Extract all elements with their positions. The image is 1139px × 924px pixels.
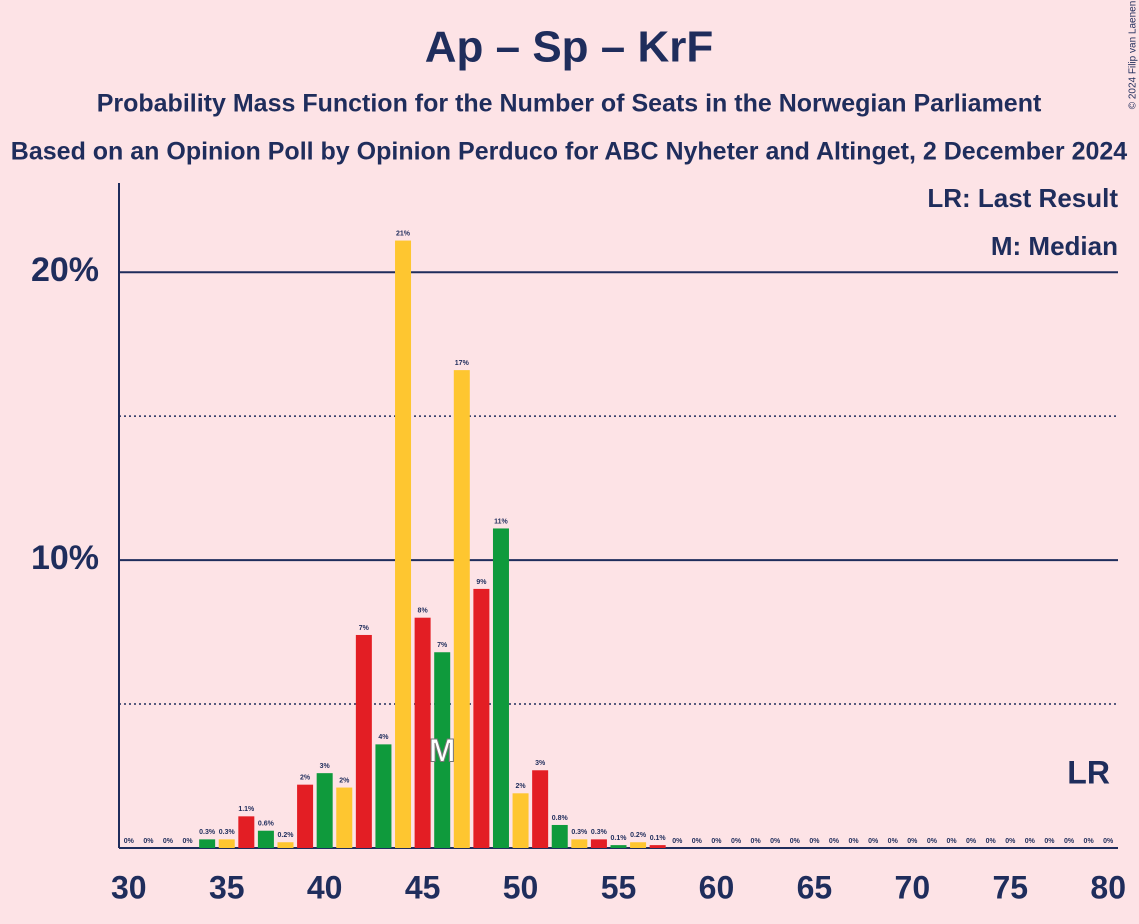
subtitle: Probability Mass Function for the Number… [97, 90, 1042, 118]
bar [199, 839, 216, 848]
value-label: 3% [535, 760, 546, 767]
value-label: 0.3% [199, 829, 216, 836]
value-label: 0.1% [611, 835, 628, 842]
value-label: 0% [790, 838, 801, 845]
value-label: 0% [946, 838, 957, 845]
value-label: 8% [418, 608, 429, 615]
bar [257, 830, 274, 848]
bar [277, 842, 294, 848]
value-label: 0.3% [571, 829, 588, 836]
value-label: 0% [1103, 838, 1114, 845]
value-label: 0% [1084, 838, 1095, 845]
bar [375, 744, 392, 848]
bar [473, 588, 490, 848]
value-label: 0% [848, 838, 859, 845]
value-label: 2% [300, 775, 311, 782]
y-tick-label: 20% [31, 251, 99, 289]
bar [355, 634, 372, 848]
value-label: 0% [868, 838, 879, 845]
value-label: 0% [711, 838, 722, 845]
bar [610, 845, 627, 848]
value-label: 0% [907, 838, 918, 845]
value-label: 0% [1044, 838, 1055, 845]
legend-text: LR: Last Result [927, 183, 1118, 213]
x-tick-label: 55 [601, 869, 637, 905]
value-label: 0% [1025, 838, 1036, 845]
bar [532, 770, 549, 848]
value-label: 0.2% [630, 832, 647, 839]
median-marker: M [429, 732, 456, 768]
value-label: 0% [966, 838, 977, 845]
bar [453, 370, 470, 848]
bar [414, 617, 431, 848]
chart-title: Ap – Sp – KrF [425, 23, 714, 72]
value-label: 2% [515, 783, 526, 790]
x-tick-label: 60 [699, 869, 735, 905]
value-label: 0% [731, 838, 742, 845]
bar [218, 839, 235, 848]
value-label: 7% [437, 642, 448, 649]
value-label: 11% [494, 518, 508, 525]
bar [649, 845, 666, 848]
value-label: 0% [1064, 838, 1075, 845]
x-tick-label: 70 [895, 869, 931, 905]
value-label: 0.2% [278, 832, 295, 839]
value-label: 0% [927, 838, 938, 845]
value-label: 0% [672, 838, 683, 845]
bar [571, 839, 588, 848]
bar [630, 842, 647, 848]
value-label: 0.6% [258, 821, 275, 828]
value-label: 17% [455, 360, 470, 367]
value-label: 3% [320, 763, 331, 770]
x-tick-label: 35 [209, 869, 245, 905]
value-label: 0% [770, 838, 781, 845]
value-label: 0% [888, 838, 899, 845]
x-tick-label: 45 [405, 869, 441, 905]
x-tick-label: 50 [503, 869, 539, 905]
bar [512, 793, 529, 848]
value-label: 0% [692, 838, 703, 845]
bar [434, 652, 451, 848]
last-result-marker: LR [1067, 754, 1110, 790]
legend-text: M: Median [991, 231, 1118, 261]
bar [590, 839, 607, 848]
x-tick-label: 40 [307, 869, 343, 905]
bar [297, 784, 314, 848]
value-label: 0% [163, 838, 174, 845]
value-label: 9% [476, 579, 487, 586]
bar [238, 816, 255, 848]
bar [316, 773, 333, 848]
bar [492, 528, 509, 848]
value-label: 0.1% [650, 835, 667, 842]
value-label: 0.8% [552, 815, 569, 822]
value-label: 0% [143, 838, 154, 845]
x-tick-label: 75 [992, 869, 1028, 905]
value-label: 0% [124, 838, 135, 845]
bar [336, 787, 353, 848]
value-label: 0% [1005, 838, 1016, 845]
x-tick-label: 80 [1090, 869, 1126, 905]
value-label: 0% [809, 838, 820, 845]
x-tick-label: 30 [111, 869, 147, 905]
value-label: 0.3% [219, 829, 236, 836]
bar [551, 824, 568, 848]
value-label: 4% [378, 734, 389, 741]
value-label: 0% [182, 838, 193, 845]
y-tick-label: 10% [31, 539, 99, 577]
value-label: 7% [359, 625, 370, 632]
value-label: 0% [986, 838, 997, 845]
value-label: 0% [829, 838, 840, 845]
value-label: 0% [751, 838, 762, 845]
value-label: 0.3% [591, 829, 608, 836]
value-label: 1.1% [238, 806, 255, 813]
subtitle: Based on an Opinion Poll by Opinion Perd… [11, 138, 1127, 166]
x-tick-label: 65 [797, 869, 833, 905]
copyright: © 2024 Filip van Laenen [1128, 1, 1139, 110]
bar [395, 240, 412, 849]
value-label: 2% [339, 777, 350, 784]
value-label: 21% [396, 230, 411, 237]
